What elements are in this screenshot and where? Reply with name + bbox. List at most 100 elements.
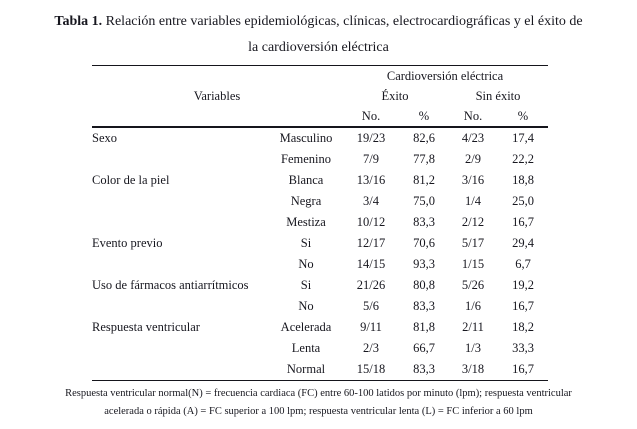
- table-row: Uso de fármacos antiarrítmicos Si 21/26 …: [92, 275, 548, 296]
- table-footnote: Respuesta ventricular normal(N) = frecue…: [0, 385, 637, 421]
- exito-no-header: No.: [342, 106, 400, 128]
- cell-sin-exito-no: 1/6: [465, 299, 481, 313]
- cell-sin-exito-no: 1/15: [461, 257, 485, 271]
- cell-sin-exito-no: 2/12: [461, 215, 485, 229]
- exito-pct-header: %: [400, 106, 448, 128]
- cell-exito-pct: 77,8: [413, 152, 435, 166]
- cell-variable: [92, 254, 270, 275]
- cell-exito-pct: 82,6: [413, 131, 435, 145]
- cell-sin-exito-pct: 22,2: [512, 152, 534, 166]
- cell-exito-no: 7/9: [363, 152, 379, 166]
- table-row: Mestiza 10/12 83,3 2/12 16,7: [92, 212, 548, 233]
- cell-exito-pct: 75,0: [413, 194, 435, 208]
- cell-sin-exito-pct: 16,7: [512, 362, 534, 376]
- table-title: Tabla 1. Relación entre variables epidem…: [0, 0, 637, 61]
- cell-category: Femenino: [281, 152, 331, 166]
- cell-variable: [92, 149, 270, 170]
- cell-exito-pct: 70,6: [413, 236, 435, 250]
- cell-exito-no: 21/26: [356, 278, 386, 292]
- cell-exito-pct: 80,8: [413, 278, 435, 292]
- table-row: Evento previo Si 12/17 70,6 5/17 29,4: [92, 233, 548, 254]
- cell-exito-pct: 83,3: [413, 215, 435, 229]
- cell-sin-exito-no: 2/11: [462, 320, 484, 334]
- cell-exito-pct: 81,2: [413, 173, 435, 187]
- cell-exito-no: 19/23: [356, 131, 386, 145]
- cell-variable: Evento previo: [92, 236, 163, 250]
- table-row: Color de la piel Blanca 13/16 81,2 3/16 …: [92, 170, 548, 191]
- table-row: Respuesta ventricular Acelerada 9/11 81,…: [92, 317, 548, 338]
- cell-sin-exito-pct: 19,2: [512, 278, 534, 292]
- sin-exito-pct-header: %: [498, 106, 549, 128]
- cell-variable: [92, 191, 270, 212]
- exito-header: Éxito: [381, 88, 409, 103]
- table-sub-header-row: No. % No. %: [92, 106, 549, 128]
- cell-sin-exito-pct: 18,8: [512, 173, 534, 187]
- cell-category: Si: [300, 236, 312, 250]
- table-group-header-row: Cardioversión eléctrica: [92, 66, 548, 87]
- cell-sin-exito-pct: 16,7: [512, 299, 534, 313]
- cell-sin-exito-pct: 17,4: [512, 131, 534, 145]
- cell-variable: Respuesta ventricular: [92, 320, 200, 334]
- cell-exito-pct: 83,3: [413, 362, 435, 376]
- table-title-line2: la cardioversión eléctrica: [248, 40, 389, 55]
- table-row: Lenta 2/3 66,7 1/3 33,3: [92, 338, 548, 359]
- cell-exito-pct: 83,3: [413, 299, 435, 313]
- cell-exito-no: 3/4: [363, 194, 379, 208]
- cell-sin-exito-pct: 16,7: [512, 215, 534, 229]
- table-title-line1: Tabla 1. Relación entre variables epidem…: [0, 9, 637, 35]
- cell-category: Si: [300, 278, 312, 292]
- cell-variable: [92, 212, 270, 233]
- cell-variable: Uso de fármacos antiarrítmicos: [92, 278, 249, 292]
- cell-sin-exito-pct: 33,3: [512, 341, 534, 355]
- table-title-text: Relación entre variables epidemiológicas…: [102, 14, 583, 29]
- cell-exito-no: 12/17: [356, 236, 386, 250]
- cell-sin-exito-no: 5/26: [461, 278, 485, 292]
- cardioversion-table: Cardioversión eléctrica Variables Éxito …: [92, 65, 549, 381]
- table-mid-header-row: Variables Éxito Sin éxito: [92, 86, 548, 106]
- group-header-spacer: [92, 66, 342, 87]
- variables-header: Variables: [193, 88, 241, 103]
- cell-variable: [92, 359, 270, 381]
- table-row: Negra 3/4 75,0 1/4 25,0: [92, 191, 548, 212]
- cell-exito-no: 14/15: [356, 257, 386, 271]
- cell-category: Lenta: [291, 341, 321, 355]
- cell-exito-no: 10/12: [356, 215, 386, 229]
- cell-category: Acelerada: [280, 320, 332, 334]
- cell-exito-no: 9/11: [360, 320, 382, 334]
- cell-variable: Color de la piel: [92, 173, 170, 187]
- cell-exito-no: 5/6: [363, 299, 379, 313]
- cell-category: No: [298, 257, 314, 271]
- cell-exito-pct: 66,7: [413, 341, 435, 355]
- table-title-label: Tabla 1.: [54, 14, 103, 29]
- sub-header-spacer: [92, 106, 342, 128]
- cell-sin-exito-pct: 18,2: [512, 320, 534, 334]
- cell-sin-exito-pct: 29,4: [512, 236, 534, 250]
- cell-exito-no: 15/18: [356, 362, 386, 376]
- cell-sin-exito-no: 2/9: [465, 152, 481, 166]
- cell-sin-exito-no: 5/17: [461, 236, 485, 250]
- cell-exito-pct: 81,8: [413, 320, 435, 334]
- cell-exito-no: 13/16: [356, 173, 386, 187]
- cell-exito-pct: 93,3: [413, 257, 435, 271]
- table-row: Sexo Masculino 19/23 82,6 4/23 17,4: [92, 127, 548, 149]
- footnote-line2: acelerada o rápida (A) = FC superior a 1…: [104, 406, 533, 417]
- cell-variable: Sexo: [92, 131, 117, 145]
- cell-sin-exito-no: 1/3: [465, 341, 481, 355]
- table-row: Femenino 7/9 77,8 2/9 22,2: [92, 149, 548, 170]
- cell-sin-exito-no: 3/18: [461, 362, 485, 376]
- sin-exito-no-header: No.: [448, 106, 498, 128]
- table-row: No 14/15 93,3 1/15 6,7: [92, 254, 548, 275]
- footnote-line1: Respuesta ventricular normal(N) = frecue…: [65, 388, 572, 399]
- cell-sin-exito-no: 3/16: [461, 173, 485, 187]
- cell-category: Mestiza: [286, 215, 326, 229]
- table-row: No 5/6 83,3 1/6 16,7: [92, 296, 548, 317]
- sin-exito-header: Sin éxito: [475, 88, 521, 103]
- group-header: Cardioversión eléctrica: [386, 68, 504, 83]
- cell-category: Masculino: [279, 131, 333, 145]
- cell-category: Normal: [286, 362, 326, 376]
- cell-sin-exito-pct: 6,7: [515, 257, 531, 271]
- cell-exito-no: 2/3: [363, 341, 379, 355]
- cell-category: Blanca: [288, 173, 324, 187]
- cell-category: No: [298, 299, 314, 313]
